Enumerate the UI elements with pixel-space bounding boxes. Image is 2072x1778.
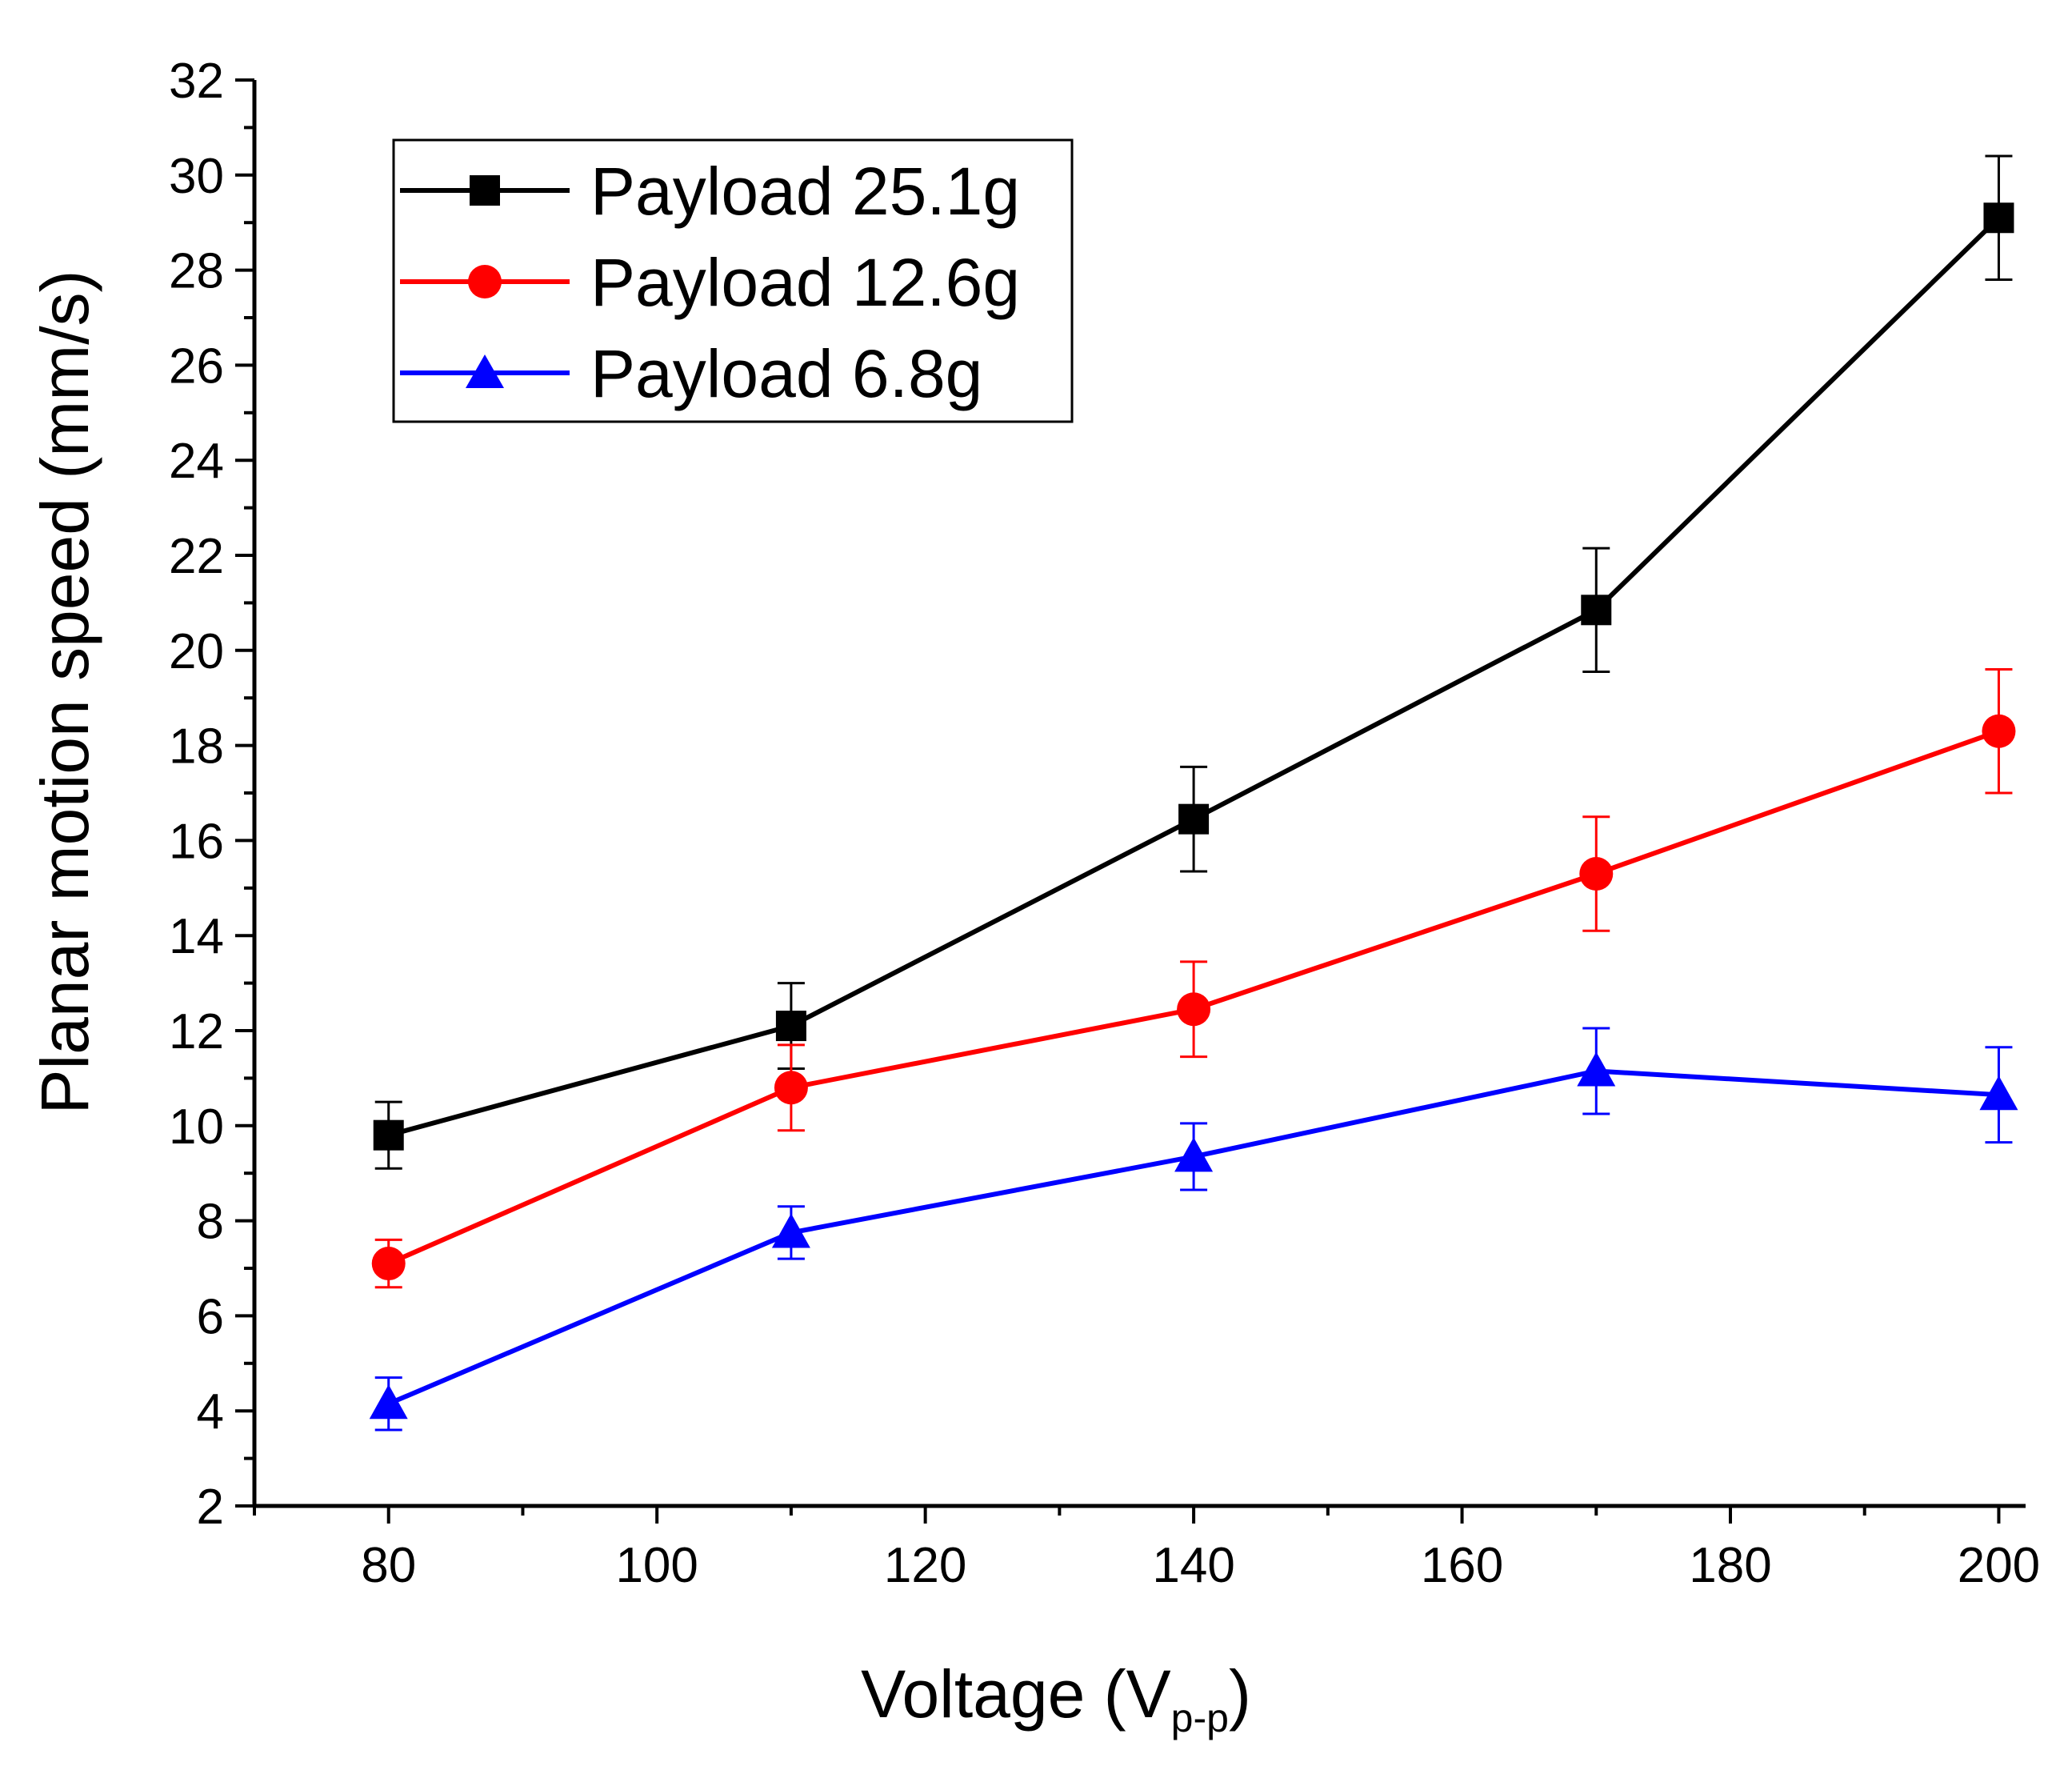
x-axis-title-close: ) (1229, 1656, 1251, 1732)
data-point-square (373, 1119, 404, 1151)
y-tick-label: 12 (169, 1004, 224, 1059)
data-point-triangle (771, 1213, 810, 1248)
x-axis-title-subscript: p-p (1171, 1696, 1229, 1740)
data-point-circle (1982, 714, 2016, 748)
y-tick-label: 32 (169, 54, 224, 109)
series-payload-25-1g (373, 154, 2014, 1170)
y-tick-label: 16 (169, 814, 224, 869)
y-tick-label: 30 (169, 149, 224, 204)
legend: Payload 25.1g Payload 12.6g Payload 6.8g (392, 138, 1074, 423)
x-axis-title-main: Voltage (V (861, 1656, 1171, 1732)
legend-label-payload-25-1g: Payload 25.1g (590, 154, 1020, 229)
x-tick-label: 140 (1152, 1538, 1234, 1593)
y-tick-label: 28 (169, 244, 224, 299)
data-point-square (1581, 595, 1612, 626)
y-tick-label: 6 (197, 1289, 224, 1344)
x-axis-title: Voltage (Vp-p) (861, 1656, 1251, 1740)
data-point-triangle (369, 1384, 408, 1420)
legend-item-payload-25-1g: Payload 25.1g (400, 154, 1020, 229)
plot-series (369, 154, 2018, 1432)
data-point-triangle (1174, 1137, 1214, 1172)
series-payload-6-8g (369, 1027, 2018, 1432)
y-tick-label: 4 (197, 1384, 224, 1440)
data-point-square (775, 1011, 806, 1042)
y-tick-label: 2 (197, 1480, 224, 1535)
data-point-triangle (1577, 1051, 1616, 1087)
data-point-square (1178, 803, 1210, 835)
y-tick-label: 18 (169, 719, 224, 775)
legend-marker-square (470, 175, 500, 206)
y-tick-label: 20 (169, 624, 224, 679)
x-tick-label: 80 (361, 1538, 416, 1593)
legend-marker-triangle (466, 354, 504, 388)
x-tick-label: 120 (884, 1538, 966, 1593)
data-point-circle (371, 1247, 406, 1281)
y-tick-label: 14 (169, 909, 224, 964)
data-point-circle (774, 1071, 808, 1105)
x-axis-ticks: 80 100 120 140 160 180 200 (253, 1506, 2040, 1593)
y-tick-label: 8 (197, 1195, 224, 1250)
y-tick-label: 24 (169, 434, 224, 489)
x-tick-label: 180 (1689, 1538, 1771, 1593)
legend-label-payload-12-6g: Payload 12.6g (590, 245, 1020, 320)
series-payload-12-6g (371, 668, 2016, 1289)
series-line (387, 1068, 1999, 1407)
legend-label-payload-6-8g: Payload 6.8g (590, 336, 982, 411)
y-tick-label: 26 (169, 338, 224, 394)
data-point-circle (1579, 856, 1614, 891)
data-point-circle (1177, 992, 1211, 1027)
data-point-square (1983, 202, 2014, 234)
x-tick-label: 100 (615, 1538, 698, 1593)
legend-marker-circle (468, 265, 502, 298)
x-tick-label: 160 (1421, 1538, 1503, 1593)
y-axis-title: Planar motion speed (mm/s) (27, 270, 102, 1114)
data-point-triangle (1979, 1075, 2018, 1111)
legend-item-payload-12-6g: Payload 12.6g (400, 245, 1020, 320)
y-tick-label: 10 (169, 1099, 224, 1155)
y-tick-label: 22 (169, 529, 224, 584)
legend-item-payload-6-8g: Payload 6.8g (400, 336, 982, 411)
x-tick-label: 200 (1958, 1538, 2040, 1593)
